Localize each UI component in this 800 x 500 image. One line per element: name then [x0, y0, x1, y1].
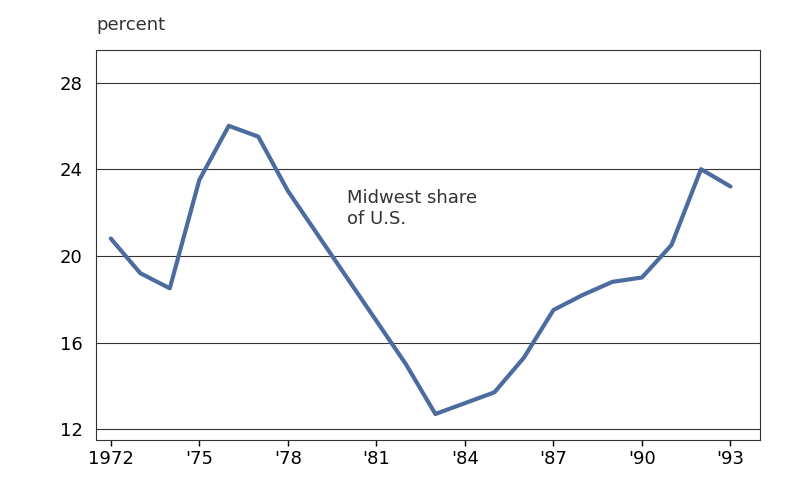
Text: Midwest share
of U.S.: Midwest share of U.S. [347, 189, 477, 228]
Text: percent: percent [96, 16, 165, 34]
